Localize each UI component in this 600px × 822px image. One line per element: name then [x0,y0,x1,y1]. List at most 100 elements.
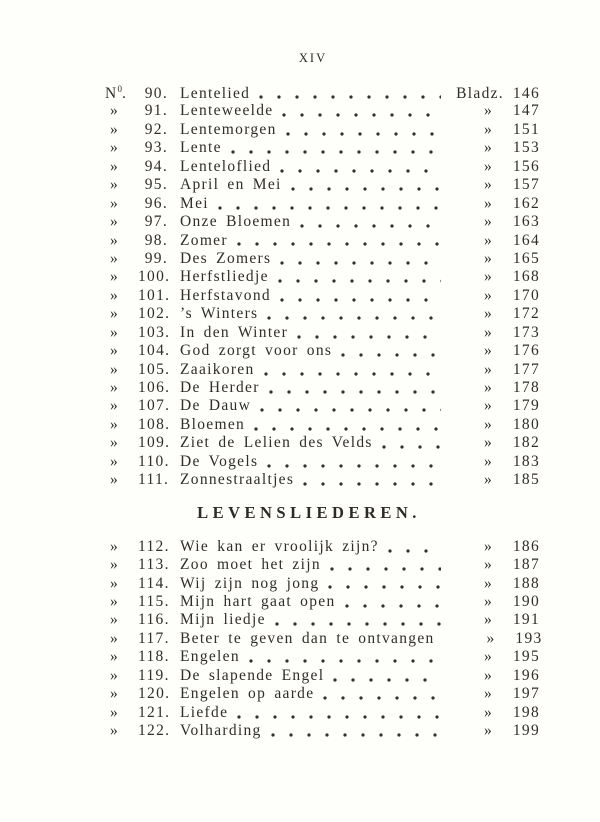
dot-leader [329,567,441,571]
ditto-mark: » [110,249,120,267]
dot-leader [263,371,441,376]
dot-leader [297,334,441,339]
page-ref-number: 156 [512,157,540,175]
page-ref-number: 179 [512,397,540,415]
page-ref-number: 185 [512,471,540,489]
ditto-mark: » [110,592,120,610]
page-ref-ditto-mark: » [483,703,493,721]
page-ref-ditto-mark: » [483,415,493,433]
dot-leader [328,585,441,590]
ditto-mark: » [110,139,120,157]
toc-row: » 95. April en Mei » 157 [104,176,540,194]
dot-leader [323,696,441,701]
ditto-mark: » [110,194,120,212]
page-ref-ditto-mark: » [483,574,493,592]
song-title: Lenteloflied [180,157,272,175]
page-ref-ditto-mark: » [483,452,493,470]
song-number: 108. [138,415,171,433]
song-number: 104. [138,342,171,360]
song-title: April en Mei [180,176,282,194]
page-ref-number: 146 [512,85,540,103]
page-ref-ditto-mark: » [483,268,493,286]
dot-leader [277,279,441,284]
page-ref-number: 163 [512,213,540,231]
song-number: 113. [138,556,170,574]
page-ref-ditto-mark: » [483,139,493,157]
page-ref-number: 199 [512,722,540,739]
song-title: Zoo moet het zijn [180,556,321,574]
page-ref-ditto-mark: » [483,194,493,212]
song-title: God zorgt voor ons [180,342,333,360]
number-column-label: N0. [105,84,128,103]
ditto-mark: » [110,397,120,415]
toc-row: » 92. Lentemorgen » 151 [104,121,540,139]
dot-leader [333,677,441,682]
page-ref-ditto-mark: » [483,648,493,666]
song-number: 121. [138,703,171,721]
dot-leader [254,426,441,431]
toc-row: » 107. De Dauw » 179 [104,397,540,415]
song-title: Zaaikoren [180,360,255,378]
page-ref-ditto-mark: » [483,157,493,175]
song-title: In den Winter [180,323,289,341]
ditto-mark: » [110,574,120,592]
page-ref-number: 197 [512,685,540,703]
page-ref-ditto-mark: » [483,102,493,120]
toc-row: » 118. Engelen » 195 [104,648,540,666]
ditto-mark: » [110,611,120,629]
song-title: Herfstavond [180,286,271,304]
page-ref-number: 193 [515,629,543,647]
dot-leader [267,316,441,321]
ditto-mark: » [110,102,120,120]
page-ref-number: 170 [512,286,540,304]
page-ref-number: 198 [512,703,540,721]
toc-row: » 103. In den Winter » 173 [104,324,540,342]
page-ref-ditto-mark: » [483,537,493,555]
page-ref-ditto-mark: » [483,471,493,489]
dot-leader [217,205,441,210]
page-ref-number: 187 [512,556,540,574]
song-number: 98. [144,231,168,249]
page-ref-ditto-mark: » [483,120,493,138]
toc-row: » 102. ’s Winters » 172 [104,305,540,323]
dot-leader [259,94,441,99]
page-ref-ditto-mark: » [483,666,493,684]
toc-row: » 120. Engelen op aarde » 197 [104,685,540,703]
dot-leader [280,168,441,173]
song-title: Wij zijn nog jong [180,574,320,592]
song-title: Mijn liedje [180,611,266,629]
ditto-mark: » [110,157,120,175]
page-ref-number: 157 [512,176,540,194]
page-ref-ditto-mark: » [486,629,496,647]
page-ref-number: 180 [512,415,540,433]
song-number: 105. [138,360,171,378]
toc-row: N0. 90. Lentelied Bladz. 146 [104,84,540,102]
toc-row: » 109. Ziet de Lelien des Velds » 182 [104,434,540,452]
dot-leader [248,659,441,664]
toc-row: » 94. Lenteloflied » 156 [104,158,540,176]
song-title: Zomer [180,231,228,249]
page-ref-number: 182 [512,434,540,452]
song-number: 122. [138,722,171,739]
dot-leader [230,150,441,155]
song-title: Wie kan er vroolijk zijn? [180,537,379,555]
toc-row: » 100. Herfstliedje » 168 [104,268,540,286]
dot-leader [260,408,441,413]
toc-row: » 114. Wij zijn nog jong » 188 [104,575,540,593]
page-ref-ditto-mark: » [483,213,493,231]
song-number: 93. [144,139,168,157]
song-number: 96. [144,194,168,212]
song-title: Lente [180,139,222,157]
dot-leader [282,113,441,118]
page-ref-ditto-mark: » [483,360,493,378]
ditto-mark: » [110,342,120,360]
page-ref-ditto-mark: » [483,397,493,415]
page-ref-number: 178 [512,379,540,396]
ditto-mark: » [110,176,120,194]
page-ref-ditto-mark: » [483,231,493,249]
ditto-mark: » [110,537,120,555]
page-ref-number: 195 [512,648,540,666]
page-ref-ditto-mark: » [483,685,493,703]
page-ref-ditto-mark: » [483,305,493,323]
page-ref-number: 188 [512,574,540,592]
